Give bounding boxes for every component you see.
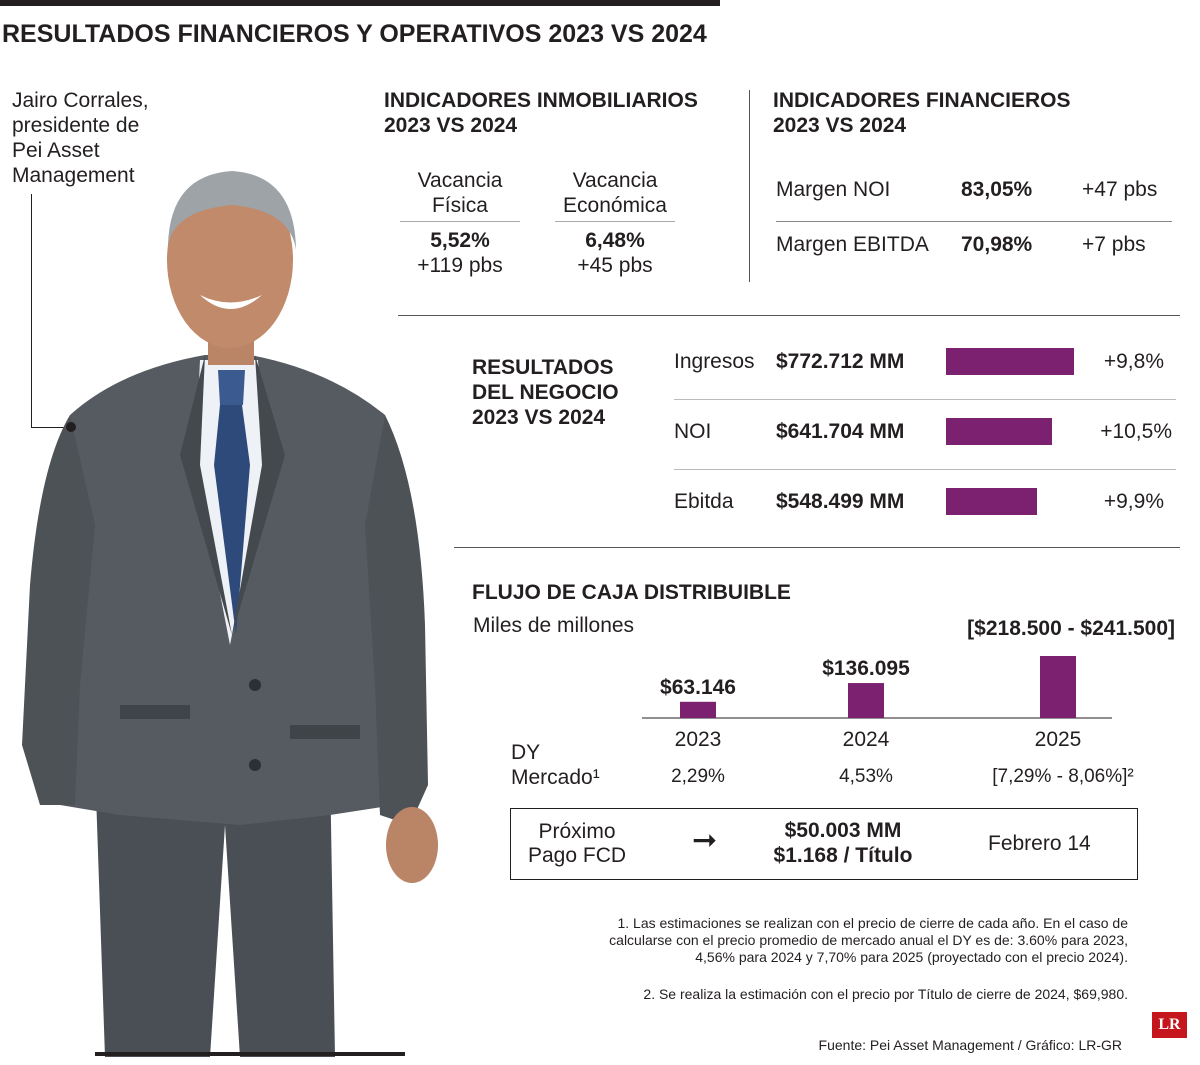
footnote-line: 1. Las estimaciones se realizan con el p… (617, 915, 1128, 931)
metric-value: 5,52% (430, 229, 490, 252)
section-divider (398, 315, 1180, 316)
chart-tick-label: 2024 (843, 728, 890, 751)
metric-change: +119 pbs (417, 254, 503, 277)
heading-line: 2023 VS 2024 (384, 114, 518, 137)
result-value: $641.704 MM (776, 420, 905, 443)
metric-label: Física (431, 194, 488, 217)
metric-label: Económica (563, 194, 667, 217)
next-payment-label: Próximo Pago FCD (528, 820, 626, 868)
row-divider (674, 469, 1176, 470)
next-payment-amount: $1.168 / Título (773, 844, 913, 867)
fin-row-label: Margen EBITDA (776, 233, 929, 256)
person-photo (0, 165, 470, 1060)
person-illustration (22, 171, 438, 1057)
footnote-2: 2. Se realiza la estimación con el preci… (643, 986, 1128, 1002)
cash-flow-subheading: Miles de millones (473, 614, 635, 637)
result-value: $548.499 MM (776, 490, 905, 513)
result-label: Ingresos (674, 350, 755, 373)
real-estate-heading: INDICADORES INMOBILIARIOS 2023 VS 2024 (384, 88, 698, 138)
footnote-line: calcularse con el precio promedio de mer… (609, 932, 1128, 948)
photo-caption: Jairo Corrales, presidente de Pei Asset … (12, 88, 149, 188)
next-payment-box (510, 808, 1138, 880)
chart-bar (1040, 656, 1076, 718)
footnote-1: 1. Las estimaciones se realizan con el p… (560, 915, 1128, 966)
dy-value: 4,53% (839, 766, 893, 787)
photo-caption-line: Management (12, 164, 135, 187)
result-change: +9,9% (1103, 490, 1164, 513)
section-divider (454, 547, 1180, 548)
next-payment-label-line: Pago FCD (528, 844, 627, 867)
divider (400, 221, 520, 222)
arrow-right-icon: ➞ (692, 824, 718, 857)
heading-line: 2023 VS 2024 (472, 406, 606, 429)
metric-change: +45 pbs (577, 254, 653, 277)
dy-value: 2,29% (671, 766, 725, 787)
result-bar (946, 418, 1052, 445)
result-change: +10,5% (1100, 420, 1172, 443)
dy-label: DY Mercado¹ (511, 740, 600, 790)
metric-label: Vacancia (417, 169, 503, 192)
dy-value: [7,29% - 8,06%]² (992, 766, 1134, 787)
vertical-separator (749, 90, 750, 282)
heading-line: INDICADORES INMOBILIARIOS (384, 89, 698, 112)
top-rule (0, 0, 720, 6)
chart-tick-label: 2023 (675, 728, 722, 751)
heading-line: RESULTADOS (472, 356, 614, 379)
divider (555, 221, 675, 222)
next-payment-date: Febrero 14 (988, 832, 1091, 855)
chart-bar (848, 683, 884, 718)
dy-label-line: Mercado¹ (511, 766, 600, 789)
result-bar (946, 348, 1074, 375)
next-payment-label-line: Próximo (538, 820, 616, 843)
fin-row-value: 83,05% (961, 178, 1033, 201)
heading-line: INDICADORES FINANCIEROS (773, 89, 1071, 112)
fin-row-label: Margen NOI (776, 178, 891, 201)
fin-row-change: +7 pbs (1082, 233, 1146, 256)
financial-heading: INDICADORES FINANCIEROS 2023 VS 2024 (773, 88, 1071, 138)
callout-dot (66, 422, 76, 432)
result-bar (946, 488, 1037, 515)
next-payment-amounts: $50.003 MM $1.168 / Título (748, 818, 938, 868)
chart-bar (680, 701, 716, 718)
next-payment-amount: $50.003 MM (784, 819, 902, 842)
economic-vacancy: Vacancia Económica 6,48% +45 pbs (545, 168, 685, 278)
business-heading: RESULTADOS DEL NEGOCIO 2023 VS 2024 (472, 355, 619, 430)
chart-data-label: $136.095 (822, 657, 910, 680)
row-divider (674, 399, 1176, 400)
result-label: NOI (674, 420, 712, 443)
source-note: Fuente: Pei Asset Management / Gráfico: … (818, 1037, 1122, 1053)
chart-tick-label: 2025 (1035, 728, 1082, 751)
physical-vacancy: Vacancia Física 5,52% +119 pbs (390, 168, 530, 278)
result-change: +9,8% (1103, 350, 1164, 373)
chart-data-label: [$218.500 - $241.500] (967, 617, 1175, 640)
dy-label-line: DY (511, 741, 541, 764)
main-title: RESULTADOS FINANCIEROS Y OPERATIVOS 2023… (2, 20, 707, 48)
photo-caption-line: Pei Asset (12, 139, 100, 162)
chart-data-label: $63.146 (660, 676, 736, 699)
fin-row-change: +47 pbs (1082, 178, 1158, 201)
metric-label: Vacancia (572, 169, 658, 192)
photo-caption-line: presidente de (12, 114, 140, 137)
result-value: $772.712 MM (776, 350, 905, 373)
photo-caption-line: Jairo Corrales, (12, 89, 149, 112)
result-label: Ebitda (674, 490, 734, 513)
callout-line (31, 427, 71, 428)
metric-value: 6,48% (585, 229, 645, 252)
fin-row-value: 70,98% (961, 233, 1033, 256)
callout-line (31, 194, 32, 427)
row-divider (776, 221, 1172, 222)
cash-flow-chart: $63.146 2023 2,29% $136.095 2024 4,53% [$218.5… (642, 617, 1175, 787)
heading-line: 2023 VS 2024 (773, 114, 907, 137)
cash-flow-heading: FLUJO DE CAJA DISTRIBUIBLE (472, 581, 791, 604)
heading-line: DEL NEGOCIO (472, 381, 619, 404)
photo-base-rule (95, 1052, 405, 1056)
footnote-line: 4,56% para 2024 y 7,70% para 2025 (proye… (695, 949, 1128, 965)
lr-logo: LR (1152, 1012, 1187, 1038)
